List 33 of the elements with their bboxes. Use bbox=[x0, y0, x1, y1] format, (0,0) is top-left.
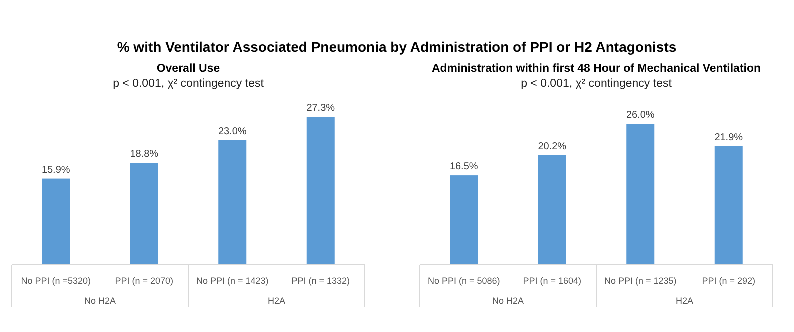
bar bbox=[538, 155, 566, 265]
bar bbox=[306, 117, 335, 265]
data-label: 26.0% bbox=[626, 110, 655, 122]
text: H2A bbox=[676, 296, 694, 306]
chart-subtitle: p < 0.001, χ² contingency test bbox=[521, 78, 673, 90]
x-tick-label: PPI (n = 1604) bbox=[523, 276, 582, 286]
x-tick-label: No PPI (n = 5086) bbox=[428, 276, 500, 286]
text: No H2A bbox=[492, 296, 524, 306]
x-tick-label: No PPI (n = 1235) bbox=[604, 276, 677, 286]
data-label: 16.5% bbox=[450, 162, 478, 173]
chart-subtitle: p < 0.001, χ² contingency test bbox=[113, 78, 265, 90]
bar bbox=[714, 146, 743, 265]
text: % with Ventilator Associated Pneumonia by Administration of PPI or H2 Antagonists bbox=[117, 39, 677, 55]
data-label: 15.9% bbox=[42, 164, 70, 176]
chart-title: Administration within first 48 Hour of Mechanical Ventilation bbox=[432, 63, 762, 75]
data-label: 18.8% bbox=[130, 149, 159, 160]
bar bbox=[42, 178, 70, 265]
data-label: 23.0% bbox=[218, 126, 247, 138]
bar bbox=[130, 163, 158, 265]
data-label: 21.9% bbox=[714, 132, 744, 144]
x-tick-label: PPI (n = 1332) bbox=[292, 276, 350, 286]
data-label: 27.3% bbox=[306, 103, 336, 114]
data-label: 20.2% bbox=[538, 141, 567, 152]
text: No H2A bbox=[84, 296, 116, 306]
bar bbox=[450, 176, 478, 265]
bar bbox=[626, 124, 655, 265]
chart-title: Overall Use bbox=[156, 63, 220, 75]
x-tick-label: No PPI (n =5320) bbox=[21, 276, 92, 286]
x-tick-label: No PPI (n = 1423) bbox=[196, 276, 269, 286]
text: H2A bbox=[268, 296, 286, 306]
x-tick-label: PPI (n = 292) bbox=[702, 276, 756, 286]
x-tick-label: PPI (n = 2070) bbox=[115, 276, 174, 286]
bar bbox=[218, 140, 247, 265]
